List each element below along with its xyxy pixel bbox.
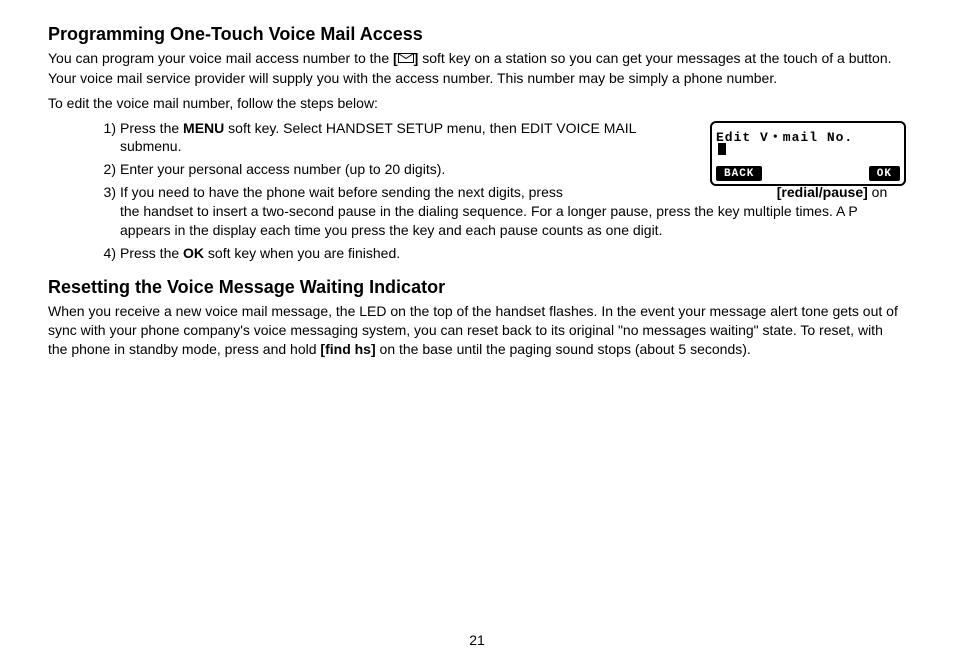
intro-pre: You can program your voice mail access n… xyxy=(48,50,393,66)
step-2-number: 2) xyxy=(96,160,116,179)
heading-reset-vmwi: Resetting the Voice Message Waiting Indi… xyxy=(48,277,906,298)
step-1: 1) Press the MENU soft key. Select HANDS… xyxy=(96,119,906,157)
step-1-menu-key: MENU xyxy=(183,120,224,136)
step-4-number: 4) xyxy=(96,244,116,263)
step-1-number: 1) xyxy=(96,119,116,138)
step-3-redial-key: [redial/pause] xyxy=(777,184,868,200)
step-3-text-a: If you need to have the phone wait befor… xyxy=(120,184,777,200)
intro-paragraph: You can program your voice mail access n… xyxy=(48,49,906,88)
section-voicemail-access: Programming One-Touch Voice Mail Access … xyxy=(48,24,906,263)
step-3: 3) If you need to have the phone wait be… xyxy=(96,183,906,240)
lead-paragraph: To edit the voice mail number, follow th… xyxy=(48,94,906,113)
reset-findhs-key: [find hs] xyxy=(320,341,375,357)
step-2: 2) Enter your personal access number (up… xyxy=(96,160,906,179)
envelope-icon xyxy=(398,49,414,68)
step-4-ok-key: OK xyxy=(183,245,204,261)
step-2-text: Enter your personal access number (up to… xyxy=(120,160,906,179)
step-1-text-a: Press the xyxy=(120,120,183,136)
page-number: 21 xyxy=(0,632,954,648)
reset-text-c: on the base until the paging sound stops… xyxy=(376,341,751,357)
steps-container: Edit V・mail No. BACK OK 1) Press the MEN… xyxy=(48,119,906,263)
steps-list: 1) Press the MENU soft key. Select HANDS… xyxy=(48,119,906,263)
step-3-number: 3) xyxy=(96,183,116,202)
heading-voicemail-access: Programming One-Touch Voice Mail Access xyxy=(48,24,906,45)
step-4: 4) Press the OK soft key when you are fi… xyxy=(96,244,906,263)
step-4-text-c: soft key when you are finished. xyxy=(204,245,400,261)
section-reset-vmwi: Resetting the Voice Message Waiting Indi… xyxy=(48,277,906,359)
step-4-text-a: Press the xyxy=(120,245,183,261)
reset-paragraph: When you receive a new voice mail messag… xyxy=(48,302,906,359)
